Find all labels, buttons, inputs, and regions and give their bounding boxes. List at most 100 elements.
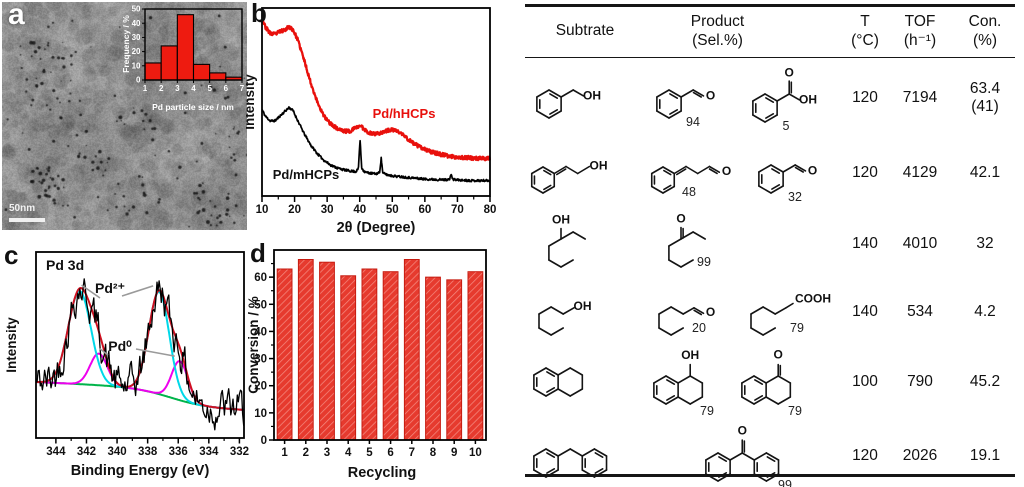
inset-xlabel: Pd particle size / nm [152,102,234,112]
svg-text:30: 30 [254,354,267,366]
svg-text:5: 5 [366,447,373,459]
svg-text:50: 50 [132,5,141,14]
hist-bar-1 [144,62,162,81]
structure-cinnamyl-alcohol: OH [530,159,608,194]
header-product: Product (Sel.%) [690,12,745,49]
products-cell: O 99 [645,419,845,487]
recycling-bar-8 [425,276,441,441]
table-row-1: OH O 94 O OH 5 120 7194 63.4 (41) [525,59,1015,137]
recycling-bar-3 [319,261,335,441]
xrd-plot-area: 10 20 30 40 50 60 70 80 [256,7,496,216]
catalysis-table: Subtrate Product (Sel.%) T (°C) TOF (h⁻¹) C… [505,0,1024,487]
svg-text:50: 50 [386,204,399,216]
svg-text:30: 30 [321,204,334,216]
products-cell: O 99 [645,213,845,275]
atom-label: OH [681,348,699,362]
svg-text:9: 9 [451,447,457,459]
inset-ylabel: Frequency / % [121,15,131,73]
svg-text:0: 0 [261,435,267,447]
panel-b-label: b [251,0,267,28]
selectivity-value: 94 [686,115,700,129]
tem-image [2,2,247,230]
recycling-bar-6 [382,271,399,441]
header-temperature: T (°C) [851,12,879,49]
svg-text:40: 40 [254,326,267,338]
xps-xlabel: Binding Energy (eV) [71,463,210,479]
xps-raw-data [35,278,245,431]
selectivity-value: 99 [778,478,792,487]
products-cell: O 94 O OH 5 [645,62,845,134]
svg-text:8: 8 [430,447,437,459]
svg-text:7: 7 [409,447,415,459]
svg-text:40: 40 [132,19,141,28]
table-row-3: OH O 99 140 4010 32 [525,209,1015,279]
table-row-6: O 99 120 2026 19.1 [525,419,1015,487]
table-row-4: OH O 20 COOH 79 140 534 4.2 [525,279,1015,345]
selectivity-value: 32 [788,190,802,204]
xrd-ylabel: Intensity [246,74,257,130]
xps-annotation-line-3 [99,347,109,356]
selectivity-value: 99 [697,255,711,269]
structure-benzaldehyde: O 32 [758,164,817,204]
structure-benzoic-acid: O OH 5 [752,66,817,133]
substrate-cell: OH [525,143,645,203]
structure-octanoic-acid: COOH 79 [750,292,831,336]
substrate-cell [525,351,645,413]
atom-label: OH [574,299,592,313]
svg-text:30: 30 [132,33,141,42]
atom-label: OH [583,89,601,103]
header-substrate: Subtrate [555,22,615,40]
svg-text:50: 50 [254,299,267,311]
table-row-2: OH O 48 O 32 120 4129 42.1 [525,137,1015,209]
svg-text:10: 10 [469,447,482,459]
temperature-value: 120 [852,447,878,465]
structure-benzyl-alcohol: OH [536,89,601,119]
svg-text:70: 70 [451,204,464,216]
particle-size-histogram: 0 10 20 30 40 50 1 2 3 4 5 6 7 Pd particle size / nm… [121,5,245,112]
recycling-bar-2 [297,259,314,441]
atom-label: OH [552,213,570,227]
products-cell: OH 79 O 79 [645,345,845,419]
structure-tetralone: O 79 [741,348,802,418]
svg-text:5: 5 [207,84,212,93]
svg-text:20: 20 [132,47,141,56]
selectivity-value: 79 [790,321,804,335]
xps-background [35,381,244,411]
xps-pd2-components [35,290,244,411]
recycling-bar-5 [361,268,378,441]
structure-tetralin [533,367,584,397]
svg-text:20: 20 [254,381,267,393]
table-body: OH O 94 O OH 5 120 7194 63.4 (41) OH O 48 O 32 120 4129 4… [525,59,1015,487]
xps-annotation-line-4 [135,348,175,357]
svg-text:10: 10 [256,204,269,216]
panel-d-recycling: 0 10 20 30 40 50 60 1 2 3 4 5 6 7 8 9 10 d Recycling Con… [248,238,487,481]
conversion-value: 63.4 (41) [969,80,1001,115]
atom-label: O [774,348,783,362]
structure-diphenylmethane [533,448,608,478]
atom-label: O [808,164,817,178]
hist-bar-2 [160,45,178,81]
xrd-curve-pdhhcps [260,18,492,162]
substrate-cell: OH [525,282,645,342]
svg-text:10: 10 [254,408,267,420]
temperature-value: 120 [852,164,878,182]
structure-octan-3-one: O 99 [668,213,711,269]
recycling-bar-4 [340,275,357,441]
conversion-value: 32 [976,235,994,253]
atom-label: O [706,89,715,103]
hist-bar-3 [176,14,195,81]
svg-text:3: 3 [324,447,330,459]
svg-text:338: 338 [138,446,158,458]
svg-text:344: 344 [46,446,66,458]
atom-label: OH [799,93,817,107]
svg-text:342: 342 [77,446,96,458]
temperature-value: 120 [852,89,878,107]
atom-label: O [722,164,731,178]
xrd-series-hhcps-label: Pd/hHCPs [373,106,436,121]
svg-text:340: 340 [107,446,126,458]
header-conversion: Con. (%) [968,12,1002,49]
svg-text:60: 60 [254,272,267,284]
svg-text:2: 2 [303,447,309,459]
conversion-value: 42.1 [969,164,1001,182]
